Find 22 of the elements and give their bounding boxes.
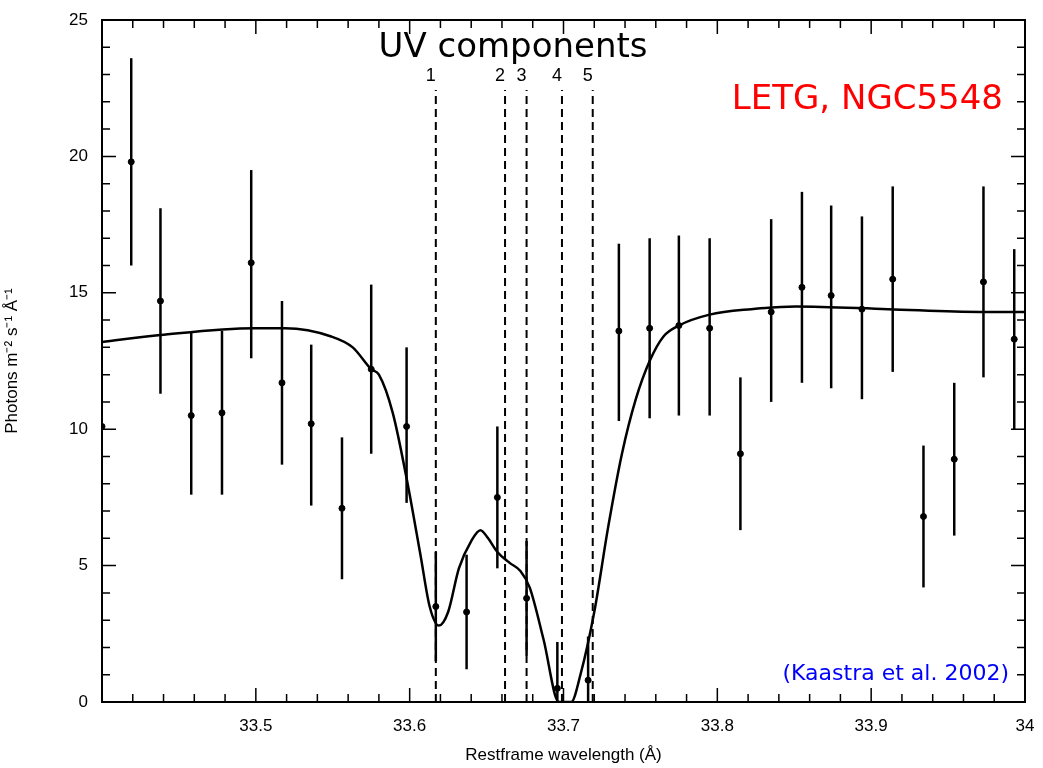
- annotation: 4: [551, 64, 562, 85]
- x-tick-label: 34: [1015, 715, 1035, 735]
- y-tick-label: 20: [69, 146, 88, 166]
- annotation: 1: [425, 64, 436, 85]
- annotation: LETG, NGC5548: [731, 76, 1003, 117]
- y-tick-label: 0: [78, 691, 88, 711]
- annotation: 5: [582, 64, 593, 85]
- x-axis-title: Restframe wavelength (Å): [465, 745, 662, 765]
- y-tick-label: 10: [69, 418, 88, 438]
- x-tick-label: 33.6: [393, 715, 427, 735]
- y-tick-label: 25: [69, 9, 88, 29]
- annotation: 3: [516, 64, 527, 85]
- y-axis-title: Photons m⁻² s⁻¹ Å⁻¹: [1, 287, 21, 434]
- x-tick-label: 33.8: [700, 715, 734, 735]
- annotation: 2: [495, 64, 506, 85]
- y-tick-label: 15: [69, 282, 88, 302]
- x-tick-label: 33.7: [546, 715, 581, 735]
- x-tick-label: 33.5: [239, 715, 273, 735]
- y-tick-label: 5: [78, 555, 88, 575]
- chart-title: UV components: [378, 24, 648, 65]
- annotation: (Kaastra et al. 2002): [782, 659, 1009, 685]
- x-tick-label: 33.9: [854, 715, 888, 735]
